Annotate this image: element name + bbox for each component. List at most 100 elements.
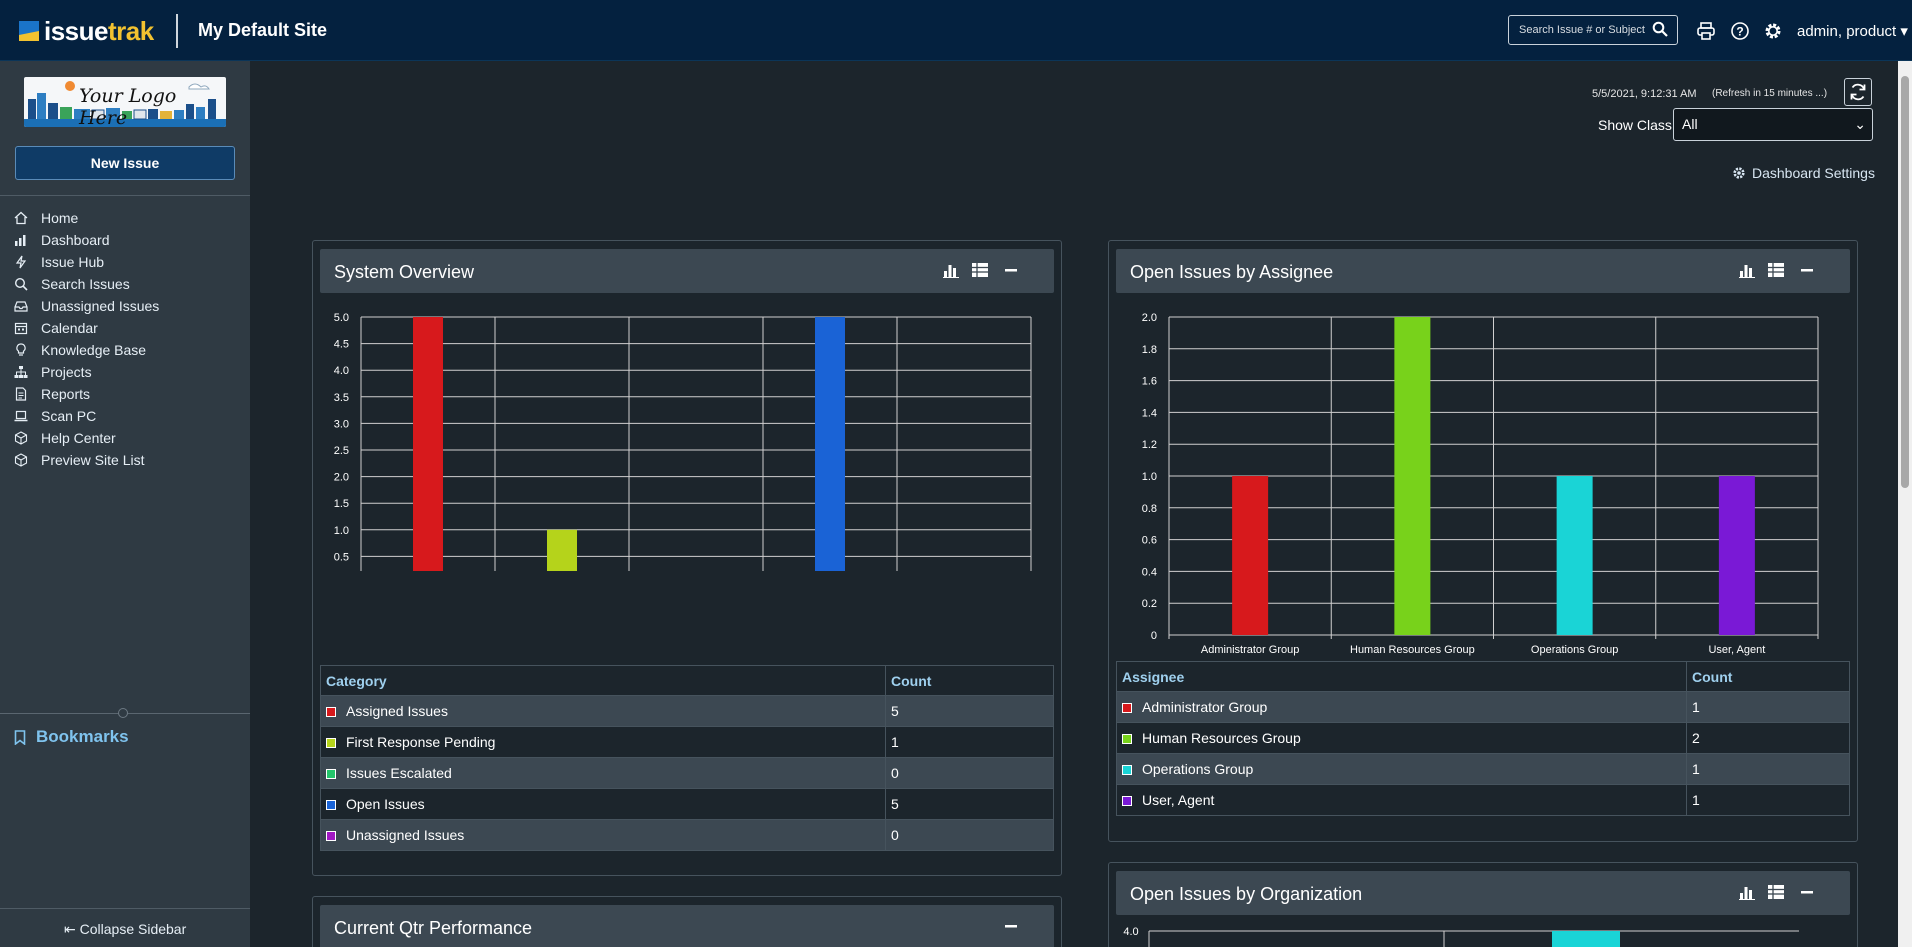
- open-by-org-panel: Open Issues by Organization 4.0: [1108, 862, 1858, 947]
- search-icon[interactable]: [1652, 21, 1668, 37]
- legend-swatch: [1122, 796, 1132, 806]
- y-tick-label: 1.6: [1142, 376, 1157, 388]
- print-icon[interactable]: [1696, 21, 1716, 41]
- row-count: 1: [1686, 753, 1850, 785]
- sidebar-item-home[interactable]: Home: [0, 207, 250, 229]
- sidebar-item-label: Preview Site List: [41, 452, 145, 468]
- show-class-select[interactable]: All ⌄: [1673, 108, 1873, 141]
- user-menu[interactable]: admin, product ▾: [1797, 23, 1908, 40]
- sidebar-item-dashboard[interactable]: Dashboard: [0, 229, 250, 251]
- cube-icon: [14, 431, 28, 445]
- refresh-button[interactable]: [1844, 78, 1872, 106]
- resize-handle[interactable]: [118, 708, 128, 718]
- dashboard-icon: [15, 235, 26, 246]
- y-tick-label: 0.4: [1142, 566, 1157, 578]
- sidebar-item-label: Projects: [41, 364, 92, 380]
- brand-secondary: trak: [108, 15, 154, 46]
- site-title[interactable]: My Default Site: [198, 20, 328, 40]
- panel-title: Open Issues by Organization: [1130, 884, 1363, 904]
- brand-mark-icon: [19, 21, 39, 41]
- open-by-org-chart: 4.0: [1123, 926, 1799, 947]
- bar-chart-icon[interactable]: [942, 261, 960, 279]
- report-icon: [15, 387, 27, 401]
- chart-bar: [1394, 317, 1431, 635]
- x-tick-label: Operations Group: [1531, 644, 1618, 656]
- chart-bar: [547, 529, 577, 571]
- minimize-icon[interactable]: [1798, 261, 1816, 279]
- row-count: 0: [885, 819, 1054, 851]
- dashboard-settings-label: Dashboard Settings: [1752, 165, 1875, 181]
- open-by-assignee-chart: 0 0.2 0.4 0.6 0.8 1.0 1.2 1.4 1.6 1.8 2.0 Administr…: [1142, 312, 1819, 656]
- dashboard-settings-link[interactable]: Dashboard Settings: [1732, 165, 1875, 181]
- legend-swatch: [1122, 765, 1132, 775]
- legend-swatch: [1122, 703, 1132, 713]
- minimize-icon[interactable]: [1798, 883, 1816, 901]
- chart-bar: [413, 317, 443, 571]
- table-row: Issues Escalated 0: [320, 757, 1054, 789]
- bar-chart-icon[interactable]: [1738, 261, 1756, 279]
- y-tick-label: 3.5: [334, 392, 349, 404]
- panel-title: Open Issues by Assignee: [1130, 262, 1334, 282]
- system-overview-panel: System Overview 0 0.5 1.0 1.5 2.0 2.5 3.0 3.5 4.…: [312, 240, 1062, 876]
- sidebar-item-issue-hub[interactable]: Issue Hub: [0, 251, 250, 273]
- issuetrak-logo[interactable]: issuetrak: [19, 15, 154, 46]
- minimize-icon[interactable]: [1002, 917, 1020, 935]
- sidebar-item-unassigned-issues[interactable]: Unassigned Issues: [0, 295, 250, 317]
- table-row: Human Resources Group 2: [1116, 722, 1850, 754]
- scrollbar-thumb[interactable]: [1901, 76, 1909, 488]
- search-icon: [14, 277, 28, 291]
- search-input[interactable]: [1508, 15, 1678, 45]
- sidebar-item-calendar[interactable]: Calendar: [0, 317, 250, 339]
- sidebar-item-scan-pc[interactable]: Scan PC: [0, 405, 250, 427]
- y-tick-label: 2.0: [1142, 312, 1157, 324]
- row-count: 5: [885, 788, 1054, 820]
- new-issue-button[interactable]: New Issue: [15, 146, 235, 180]
- sidebar-item-reports[interactable]: Reports: [0, 383, 250, 405]
- y-tick-label: 1.4: [1142, 407, 1157, 419]
- bar-chart-icon[interactable]: [1738, 883, 1756, 901]
- x-tick-label: Human Resources Group: [1350, 644, 1475, 656]
- gear-icon: [1733, 167, 1745, 179]
- row-count: 0: [885, 757, 1054, 789]
- help-icon[interactable]: ?: [1730, 21, 1750, 41]
- minimize-icon[interactable]: [1002, 261, 1020, 279]
- open-by-assignee-header: Open Issues by Assignee: [1116, 249, 1850, 293]
- sidebar-item-search-issues[interactable]: Search Issues: [0, 273, 250, 295]
- sidebar-item-label: Knowledge Base: [41, 342, 147, 358]
- sidebar-item-projects[interactable]: Projects: [0, 361, 250, 383]
- sidebar-item-preview-site-list[interactable]: Preview Site List: [0, 449, 250, 471]
- collapse-sidebar-button[interactable]: ⇤ Collapse Sidebar: [64, 921, 186, 938]
- row-count: 1: [885, 726, 1054, 758]
- column-header-count[interactable]: Count: [885, 665, 1054, 696]
- table-row: Administrator Group 1: [1116, 691, 1850, 723]
- table-row: Assigned Issues 5: [320, 695, 1054, 727]
- row-count: 1: [1686, 784, 1850, 816]
- sidebar-item-knowledge-base[interactable]: Knowledge Base: [0, 339, 250, 361]
- sidebar-item-help-center[interactable]: Help Center: [0, 427, 250, 449]
- row-count: 2: [1686, 722, 1850, 754]
- system-overview-table: Category Count Assigned Issues 5 First R…: [320, 665, 1054, 851]
- chart-bar: [1552, 931, 1620, 947]
- row-label: Administrator Group: [1142, 699, 1268, 715]
- x-tick-label: Administrator Group: [1201, 644, 1299, 656]
- bookmarks-heading[interactable]: Bookmarks: [14, 727, 129, 747]
- list-view-icon[interactable]: [1767, 883, 1785, 901]
- sidebar-item-label: Calendar: [41, 320, 98, 336]
- row-label: First Response Pending: [346, 734, 496, 750]
- collapse-arrow-icon: ⇤: [64, 921, 76, 937]
- sidebar-item-label: Unassigned Issues: [41, 298, 160, 314]
- system-overview-chart: 00.51.01.52.02.53.03.54.04.55.0Assigned …: [334, 312, 1032, 571]
- y-tick-label: 0.8: [1142, 503, 1157, 515]
- column-header-assignee[interactable]: Assignee: [1116, 661, 1687, 692]
- header-divider: [176, 14, 178, 48]
- column-header-category[interactable]: Category: [320, 665, 886, 696]
- row-label: Open Issues: [346, 796, 425, 812]
- list-view-icon[interactable]: [1767, 261, 1785, 279]
- y-tick-label: 0.6: [1142, 535, 1157, 547]
- custom-logo[interactable]: Your Logo Here: [24, 77, 226, 127]
- y-tick-label: 1.2: [1142, 439, 1157, 451]
- gear-icon[interactable]: [1763, 21, 1783, 41]
- list-view-icon[interactable]: [971, 261, 989, 279]
- column-header-count[interactable]: Count: [1686, 661, 1850, 692]
- legend-swatch: [326, 769, 336, 779]
